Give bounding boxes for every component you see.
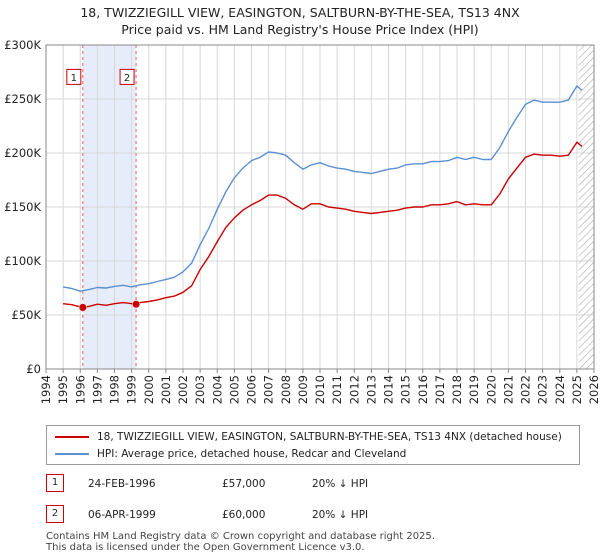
x-tick-label: 2017 — [433, 375, 447, 404]
footer-licence: This data is licensed under the Open Gov… — [46, 542, 365, 553]
x-tick-label: 2000 — [142, 375, 156, 404]
sale-row: 2 06-APR-1999 £60,000 20% ↓ HPI — [46, 505, 586, 525]
sale-marker-label: 2 — [124, 73, 130, 84]
sale-price: £60,000 — [222, 509, 266, 521]
sale-row: 1 24-FEB-1996 £57,000 20% ↓ HPI — [46, 474, 586, 494]
y-tick-label: £150K — [4, 200, 41, 214]
chart-subtitle-line: Price paid vs. HM Land Registry's House … — [121, 22, 479, 37]
x-tick-label: 2025 — [570, 375, 584, 404]
x-tick-label: 2002 — [176, 375, 190, 404]
sale-date: 06-APR-1999 — [88, 509, 156, 521]
x-tick-label: 2012 — [347, 375, 361, 404]
sale-price: £57,000 — [222, 478, 266, 490]
y-tick-label: £50K — [12, 308, 42, 322]
chart-title-line: 18, TWIZZIEGILL VIEW, EASINGTON, SALTBUR… — [80, 5, 520, 20]
sale-hpi-diff: 20% ↓ HPI — [312, 478, 369, 490]
x-tick-label: 2024 — [553, 375, 567, 404]
x-tick-label: 2007 — [262, 375, 276, 404]
x-tick-label: 2019 — [467, 375, 481, 404]
x-tick-label: 1996 — [73, 375, 87, 404]
x-tick-label: 2015 — [399, 375, 413, 404]
x-tick-label: 1998 — [108, 375, 122, 404]
legend: 18, TWIZZIEGILL VIEW, EASINGTON, SALTBUR… — [46, 425, 580, 465]
property-series-line — [63, 141, 583, 309]
x-tick-label: 1994 — [39, 375, 53, 404]
x-tick-label: 2018 — [450, 375, 464, 404]
sale-hpi-diff: 20% ↓ HPI — [312, 509, 369, 521]
y-tick-label: £250K — [4, 92, 41, 106]
y-tick-label: £300K — [4, 38, 41, 52]
footer-copyright: Contains HM Land Registry data © Crown c… — [46, 531, 435, 542]
sale-number-badge: 1 — [46, 474, 64, 492]
x-tick-label: 2008 — [279, 375, 293, 404]
x-tick-label: 2006 — [245, 375, 259, 404]
x-tick-label: 1999 — [125, 375, 139, 404]
x-tick-label: 2003 — [193, 375, 207, 404]
footer: Contains HM Land Registry data © Crown c… — [46, 531, 435, 553]
chart-title: 18, TWIZZIEGILL VIEW, EASINGTON, SALTBUR… — [0, 4, 600, 38]
x-tick-label: 2022 — [519, 375, 533, 404]
legend-swatch-property — [55, 436, 89, 438]
sale-marker — [132, 300, 141, 309]
legend-swatch-hpi — [55, 453, 89, 455]
legend-label-property: 18, TWIZZIEGILL VIEW, EASINGTON, SALTBUR… — [97, 431, 562, 443]
x-tick-label: 2026 — [587, 375, 600, 404]
x-tick-label: 1995 — [56, 375, 70, 404]
x-tick-label: 1997 — [90, 375, 104, 404]
x-tick-label: 2004 — [210, 375, 224, 404]
sale-number-badge: 2 — [46, 505, 64, 523]
sale-marker-box — [66, 68, 82, 85]
x-tick-label: 2023 — [536, 375, 550, 404]
x-tick-label: 2005 — [227, 375, 241, 404]
sale-marker — [78, 303, 87, 312]
sale-marker-label: 1 — [71, 73, 77, 84]
x-tick-label: 2011 — [330, 375, 344, 404]
x-tick-label: 2010 — [313, 375, 327, 404]
x-tick-label: 2013 — [364, 375, 378, 404]
x-tick-label: 2001 — [159, 375, 173, 404]
x-tick-label: 2020 — [484, 375, 498, 404]
legend-label-hpi: HPI: Average price, detached house, Redc… — [97, 448, 407, 460]
hpi-series-line — [62, 85, 583, 292]
x-tick-label: 2016 — [416, 375, 430, 404]
x-tick-label: 2021 — [501, 375, 515, 404]
y-tick-label: £100K — [4, 254, 41, 268]
x-tick-label: 2009 — [296, 375, 310, 404]
sale-marker-box — [119, 68, 135, 85]
y-tick-label: £0 — [26, 362, 41, 376]
x-tick-label: 2014 — [382, 375, 396, 404]
y-tick-label: £200K — [4, 146, 41, 160]
future-hatch — [578, 45, 594, 369]
sale-date: 24-FEB-1996 — [88, 478, 156, 490]
